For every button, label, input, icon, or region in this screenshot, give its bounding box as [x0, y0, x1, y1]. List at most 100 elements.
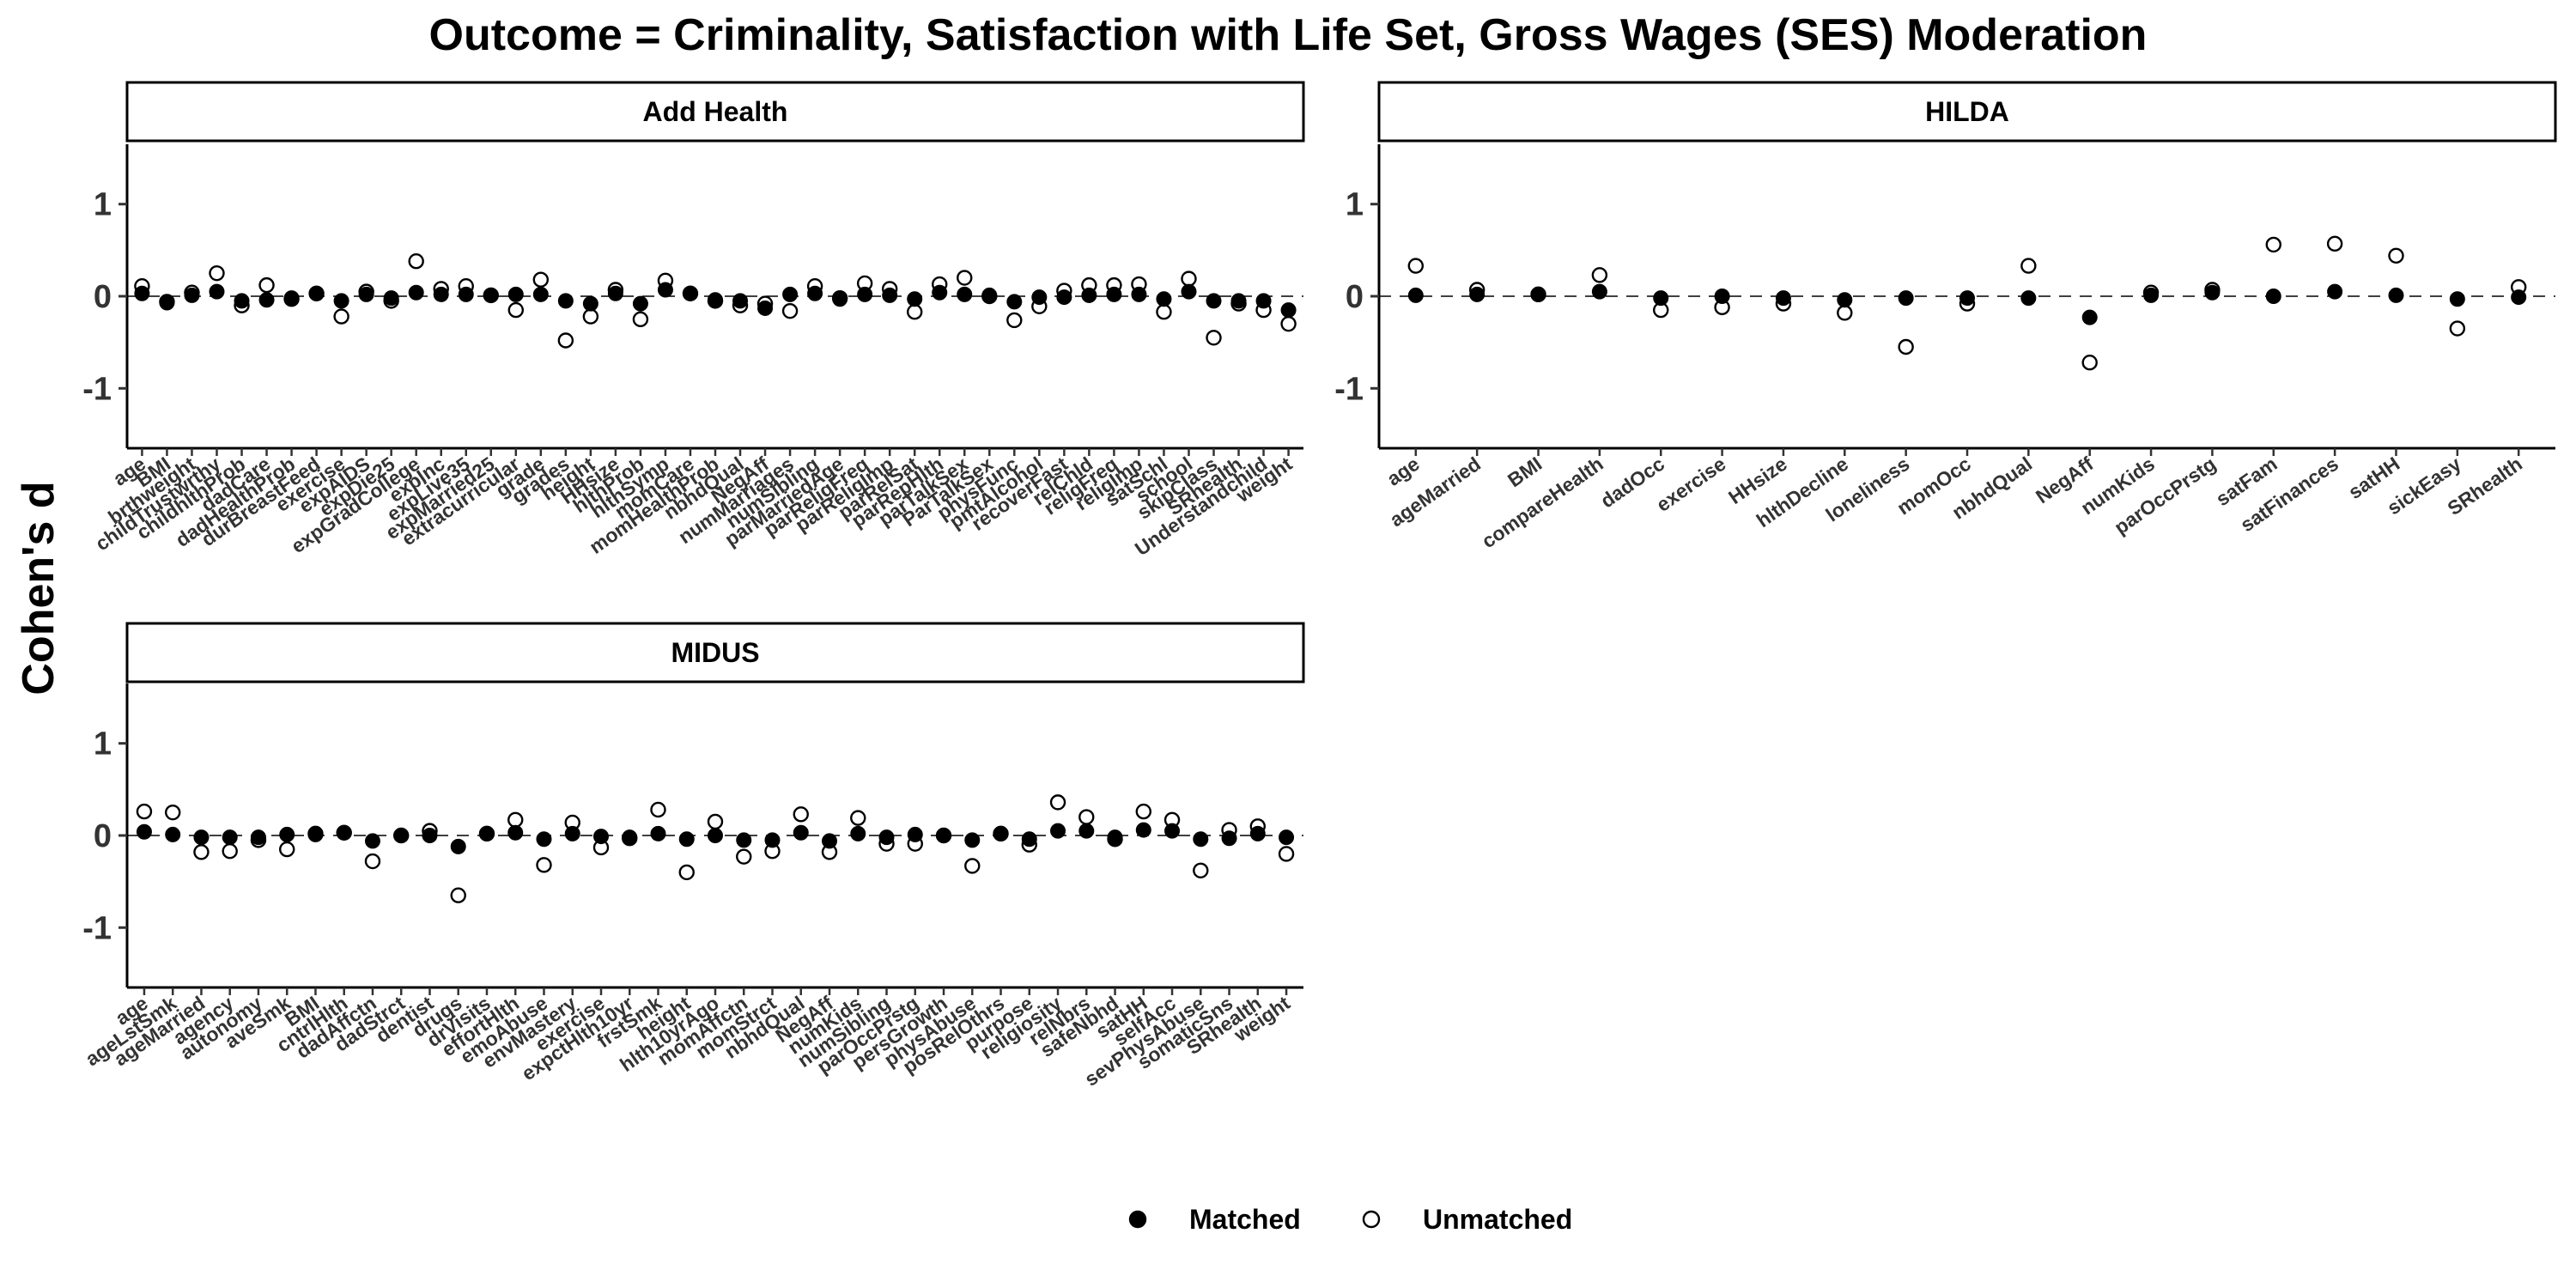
point-matched-midus-dentist: [422, 828, 438, 843]
point-unmatched-midus-sathh: [1135, 803, 1151, 820]
point-unmatched-hilda-age: [1407, 258, 1425, 274]
point-unmatched-midus-drugs: [450, 887, 466, 903]
point-unmatched-hilda-hlthdecline: [1837, 305, 1853, 321]
point-matched-midus-dadstrct: [393, 828, 410, 843]
point-matched-add-health-srhealth: [1230, 293, 1247, 309]
point-matched-midus-avesmk: [279, 826, 295, 842]
point-matched-add-health-hlthprob: [632, 295, 648, 312]
point-matched-add-health-pmtalcohol: [1031, 289, 1048, 306]
point-matched-add-health-parrephlth: [932, 284, 948, 301]
point-matched-hilda-nbhdqual: [2020, 290, 2037, 307]
point-matched-hilda-comparehealth: [1591, 283, 1607, 300]
point-unmatched-midus-religiosity: [1049, 794, 1066, 811]
point-matched-midus-sathh: [1135, 822, 1151, 838]
point-matched-midus-somaticsns: [1221, 830, 1237, 847]
x-tick-label: exercise: [1652, 453, 1729, 516]
point-unmatched-hilda-sathh: [2388, 247, 2404, 264]
point-matched-add-health-skipclass: [1206, 293, 1222, 309]
y-tick-label: 0: [1346, 279, 1364, 315]
point-unmatched-add-health-grade: [532, 271, 550, 288]
point-unmatched-hilda-comparehealth: [1591, 267, 1608, 283]
chart-title: Outcome = Criminality, Satisfaction with…: [429, 10, 2148, 60]
point-unmatched-midus-height: [678, 864, 695, 881]
point-matched-midus-negaff: [822, 833, 838, 849]
point-matched-midus-exercise: [592, 829, 609, 845]
y-tick-label: -1: [82, 371, 112, 407]
point-matched-hilda-numkids: [2143, 287, 2160, 303]
point-matched-hilda-negaff: [2081, 309, 2098, 325]
point-unmatched-hilda-nbhdqual: [2020, 258, 2037, 274]
point-matched-add-health-exercise: [333, 293, 349, 309]
point-matched-midus-paroccprstg: [907, 826, 923, 842]
panel-strip-hilda: [1377, 81, 2557, 143]
point-matched-midus-expcthlth10yr: [622, 829, 638, 846]
y-tick-label: 1: [1346, 187, 1364, 223]
y-tick-label: -1: [1334, 371, 1364, 407]
point-matched-hilda-sathh: [2388, 287, 2404, 303]
point-unmatched-add-health-nummarriages: [781, 302, 799, 319]
point-matched-add-health-expaids: [358, 286, 374, 302]
point-matched-midus-envmastery: [564, 825, 580, 841]
point-matched-add-health-bmi: [159, 295, 175, 311]
point-matched-hilda-hhsize: [1775, 290, 1791, 307]
point-matched-hilda-hlthdecline: [1837, 292, 1853, 308]
y-tick-label: 0: [94, 818, 112, 854]
point-unmatched-midus-efforthlth: [507, 811, 524, 828]
point-unmatched-add-health-hlthprob: [632, 311, 649, 328]
point-matched-add-health-extracurricular: [507, 286, 524, 302]
point-matched-add-health-hlthsymp: [657, 282, 673, 298]
point-matched-midus-physabuse: [964, 832, 981, 848]
x-tick-label: BMI: [1504, 453, 1546, 491]
point-unmatched-midus-momaffctn: [736, 848, 752, 865]
panel-add-health: Add Health-101ageBMIbrthweightchildTrust…: [82, 81, 1305, 560]
point-matched-add-health-age: [134, 285, 150, 301]
point-unmatched-add-health-grades: [557, 332, 574, 349]
point-matched-midus-momaffctn: [736, 832, 752, 848]
point-unmatched-midus-frstsmk: [650, 801, 666, 818]
point-matched-hilda-exercise: [1714, 289, 1730, 304]
point-matched-midus-nbhdqual: [793, 824, 809, 841]
panel-title-add-health: Add Health: [643, 96, 788, 127]
point-matched-midus-efforthlth: [507, 824, 524, 841]
point-matched-add-health-nummarriages: [782, 286, 799, 302]
panel-title-hilda: HILDA: [1925, 96, 2009, 127]
point-matched-midus-posrelothrs: [993, 825, 1009, 841]
point-unmatched-add-health-expgradcollege: [408, 253, 424, 270]
y-tick-label: 0: [94, 279, 112, 315]
point-matched-hilda-paroccprstg: [2204, 284, 2221, 301]
point-unmatched-add-health-satschl: [1156, 304, 1172, 320]
point-matched-add-health-religfreq: [1106, 286, 1122, 302]
point-matched-hilda-srhealth: [2511, 289, 2527, 306]
point-matched-midus-safenbhd: [1107, 829, 1123, 846]
point-matched-hilda-age: [1407, 287, 1424, 303]
point-matched-hilda-satfam: [2265, 289, 2281, 304]
point-matched-add-health-relchld: [1081, 287, 1097, 303]
point-unmatched-hilda-sickeasy: [2449, 320, 2466, 337]
point-matched-midus-bmi: [307, 826, 324, 842]
point-matched-midus-numkids: [850, 825, 866, 841]
panel-strip-midus: [125, 622, 1305, 683]
point-matched-add-health-parrelsat: [907, 291, 923, 307]
point-unmatched-hilda-satfinances: [2326, 235, 2343, 252]
point-unmatched-midus-physabuse: [964, 858, 981, 874]
point-matched-hilda-dadocc: [1653, 290, 1669, 307]
point-unmatched-add-health-exercise: [333, 308, 349, 325]
point-unmatched-midus-nbhdqual: [793, 806, 809, 823]
point-matched-midus-age: [136, 823, 152, 840]
point-matched-add-health-partalksex: [981, 287, 998, 303]
legend-label-unmatched: Unmatched: [1423, 1204, 1572, 1235]
legend-label-matched: Matched: [1189, 1204, 1301, 1235]
point-matched-add-health-brthweight: [184, 287, 200, 303]
point-unmatched-add-health-physfunc: [1006, 312, 1023, 329]
point-matched-add-health-satschl: [1156, 291, 1172, 307]
point-matched-midus-emoabuse: [536, 831, 552, 848]
point-matched-midus-frstsmk: [650, 825, 666, 841]
y-axis-label: Cohen's d: [14, 481, 64, 695]
point-matched-add-health-nbhdqual: [732, 293, 749, 309]
point-matched-hilda-loneliness: [1898, 290, 1914, 307]
point-matched-add-health-expdie25: [383, 290, 399, 307]
point-matched-add-health-parreligfreq: [857, 286, 873, 302]
point-unmatched-midus-relnbrs: [1078, 809, 1095, 825]
point-unmatched-midus-avesmk: [279, 841, 295, 858]
